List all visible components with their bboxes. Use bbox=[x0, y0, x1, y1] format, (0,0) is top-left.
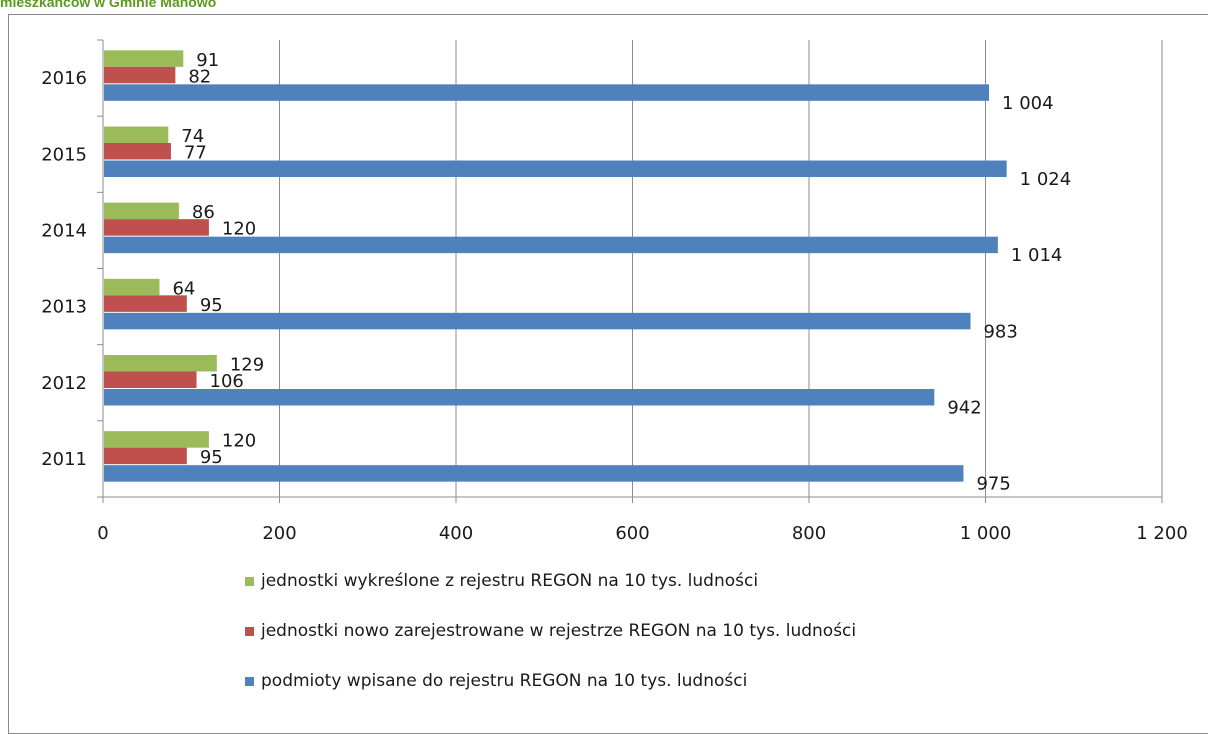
x-tick-label: 1 000 bbox=[960, 523, 1012, 544]
y-tick-label: 2013 bbox=[41, 297, 87, 318]
legend-swatch-blue bbox=[245, 676, 254, 686]
x-tick-label: 1 200 bbox=[1136, 523, 1188, 544]
bar bbox=[104, 126, 169, 143]
bar bbox=[104, 143, 171, 160]
x-tick-label: 200 bbox=[262, 523, 296, 544]
bar bbox=[104, 355, 217, 372]
bar bbox=[104, 447, 187, 465]
y-tick-label: 2011 bbox=[41, 449, 87, 470]
data-label: 120 bbox=[222, 431, 256, 452]
legend-item-new: jednostki nowo zarejestrowane w rejestrz… bbox=[245, 618, 856, 644]
legend-label-registered: podmioty wpisane do rejestru REGON na 10… bbox=[261, 671, 748, 691]
y-tick-label: 2014 bbox=[41, 220, 87, 241]
data-label: 1 014 bbox=[1011, 245, 1063, 266]
data-label: 74 bbox=[181, 126, 204, 147]
data-label: 1 024 bbox=[1020, 169, 1072, 190]
data-label: 64 bbox=[172, 278, 195, 299]
data-label: 120 bbox=[222, 219, 256, 240]
data-label: 95 bbox=[200, 447, 223, 468]
bar bbox=[104, 312, 971, 330]
data-label: 95 bbox=[200, 295, 223, 316]
data-label: 1 004 bbox=[1002, 93, 1054, 114]
data-label: 975 bbox=[976, 474, 1010, 495]
data-label: 106 bbox=[210, 371, 244, 392]
legend-label-new: jednostki nowo zarejestrowane w rejestrz… bbox=[261, 621, 857, 641]
y-tick-label: 2015 bbox=[41, 144, 87, 165]
bar bbox=[104, 389, 935, 406]
y-tick-label: 2012 bbox=[41, 373, 87, 394]
bar-chart: 0 200 400 600 800 1 000 1 200 2011 2012 2013 2014 2… bbox=[41, 39, 1188, 544]
data-label: 91 bbox=[196, 50, 219, 71]
legend-item-registered: podmioty wpisane do rejestru REGON na 10… bbox=[245, 668, 856, 694]
legend-label-removed: jednostki wykreślone z rejestru REGON na… bbox=[261, 571, 759, 591]
bar bbox=[104, 431, 209, 448]
bar bbox=[104, 160, 1007, 177]
axes: 0 200 400 600 800 1 000 1 200 2011 2012 2013 2014 2… bbox=[41, 39, 1188, 544]
data-label: 86 bbox=[192, 202, 215, 223]
data-label: 983 bbox=[983, 321, 1017, 342]
x-tick-label: 600 bbox=[615, 523, 649, 544]
data-label: 82 bbox=[188, 66, 211, 87]
gridlines bbox=[279, 40, 1163, 497]
x-tick-label: 0 bbox=[97, 523, 108, 544]
chart-caption: mieszkańców w Gminie Manowo bbox=[0, 0, 217, 10]
bar bbox=[104, 371, 197, 388]
legend-item-removed: jednostki wykreślone z rejestru REGON na… bbox=[245, 568, 856, 594]
legend-swatch-green bbox=[245, 576, 254, 586]
bar bbox=[104, 278, 160, 296]
y-tick-label: 2016 bbox=[41, 68, 87, 89]
bars bbox=[104, 50, 1007, 482]
bar bbox=[104, 50, 184, 67]
bar bbox=[104, 219, 209, 236]
data-label: 129 bbox=[230, 355, 264, 376]
chart-frame bbox=[8, 14, 1208, 734]
x-tick-label: 800 bbox=[792, 523, 826, 544]
data-label: 942 bbox=[947, 398, 981, 419]
bar bbox=[104, 236, 998, 254]
bar bbox=[104, 202, 179, 220]
bar bbox=[104, 295, 187, 312]
data-label: 77 bbox=[184, 143, 207, 164]
bar bbox=[104, 465, 964, 482]
x-tick-label: 400 bbox=[439, 523, 473, 544]
legend-swatch-red bbox=[245, 626, 254, 636]
legend: jednostki wykreślone z rejestru REGON na… bbox=[245, 568, 856, 718]
bar bbox=[104, 66, 176, 84]
bar bbox=[104, 84, 990, 101]
